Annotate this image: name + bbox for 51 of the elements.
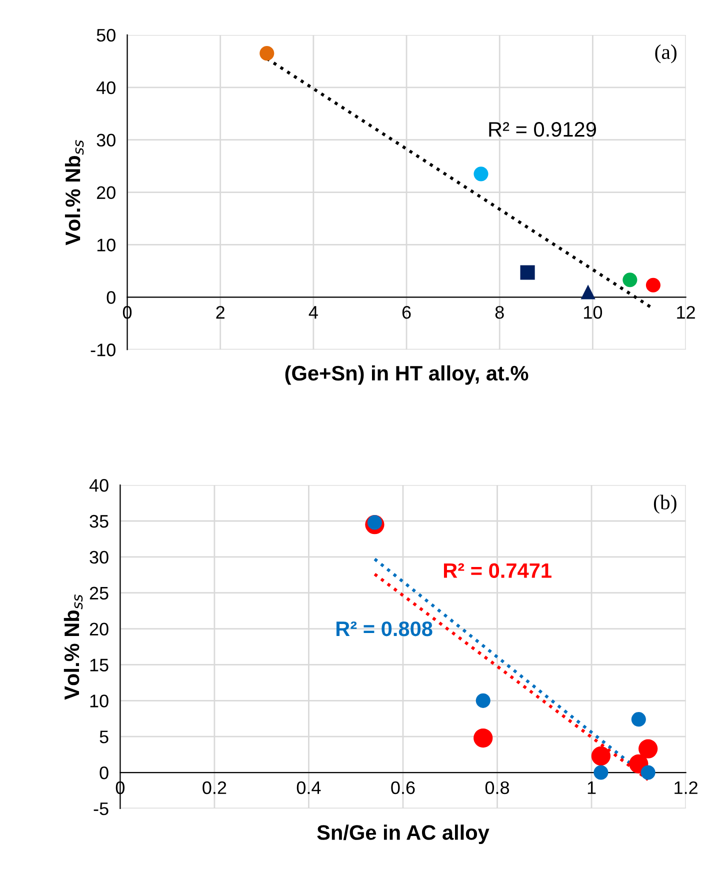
y-tick-label: 35 [90,514,108,528]
y-tick-label: -5 [94,802,108,816]
point [474,728,493,748]
x-tick-label: 10 [584,306,602,319]
point [591,746,611,766]
y-tick-label: 40 [89,479,108,492]
x-tick-label: 4 [308,306,318,319]
x-tick-label: 0.2 [202,781,226,794]
y-tick-label: 5 [100,730,108,744]
y-tick-label: 0 [100,766,108,780]
y-tick-label: 10 [97,238,116,252]
annotation: R² = 0.9129 [489,122,596,137]
x-tick-label: 6 [402,306,411,319]
x-axis-title: (Ge+Sn) in HT alloy, at.% [285,365,528,385]
annotation: (b) [654,494,676,514]
x-tick-label: 12 [677,306,695,319]
annotation: (a) [655,44,676,64]
point [260,46,274,61]
y-tick-label: 30 [90,550,108,564]
point [622,272,638,288]
y-tick-label: 10 [90,694,108,708]
y-tick-label: 30 [96,134,116,147]
point [646,278,660,292]
point [594,765,608,780]
annotation: R² = 0.7471 [444,563,552,578]
point [520,265,535,280]
y-tick-label: -10 [90,344,116,356]
point [580,284,596,300]
y-tick-label: 15 [90,658,108,672]
point [631,712,646,727]
y-tick-label: 20 [90,622,108,636]
annotation: R² = 0.808 [336,621,432,636]
x-tick-label: 1.2 [674,781,698,794]
x-axis-title: Sn/Ge in AC alloy [317,824,490,844]
y-tick-label: 0 [106,291,116,304]
point [474,166,488,182]
y-axis-title: Vol.% Nb$_{ss}$ [64,140,84,246]
point [476,693,490,708]
x-tick-label: 8 [495,306,504,319]
x-tick-label: 0.8 [485,781,510,794]
point [638,739,658,758]
point [640,765,656,780]
y-tick-label: 25 [90,586,108,600]
x-tick-label: 0.4 [296,781,321,794]
y-tick-label: 50 [96,28,116,42]
y-axis-title: Vol.% Nb$_{ss}$ [64,594,83,700]
x-tick-label: 1 [588,782,596,794]
x-tick-label: 2 [216,306,224,319]
y-tick-label: 20 [96,186,116,199]
x-tick-label: 0.6 [391,781,415,794]
y-tick-label: 40 [96,81,116,94]
